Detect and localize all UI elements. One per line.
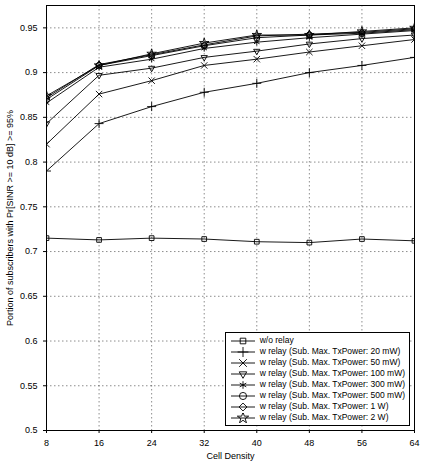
svg-text:64: 64 (409, 438, 419, 448)
svg-text:16: 16 (94, 438, 104, 448)
svg-text:40: 40 (252, 438, 262, 448)
html-text:w relay (Sub. Max. TxPower: 1: w relay (Sub. Max. TxPower: 1 W) (259, 401, 389, 411)
svg-text:32: 32 (199, 438, 209, 448)
svg-text:0.55: 0.55 (20, 381, 38, 391)
html-text:w relay (Sub. Max. TxPower: 2: w relay (Sub. Max. TxPower: 2 W) (259, 412, 389, 422)
svg-text:24: 24 (147, 438, 157, 448)
svg-text:0.85: 0.85 (20, 112, 38, 122)
svg-text:0.9: 0.9 (25, 67, 38, 77)
svg-text:0.95: 0.95 (20, 23, 38, 33)
svg-text:56: 56 (357, 438, 367, 448)
svg-text:0.5: 0.5 (25, 425, 38, 435)
svg-text:0.75: 0.75 (20, 202, 38, 212)
svg-text:48: 48 (304, 438, 314, 448)
svg-text:0.8: 0.8 (25, 157, 38, 167)
svg-text:0.65: 0.65 (20, 291, 38, 301)
svg-text:Cell Density: Cell Density (206, 451, 255, 461)
svg-text:0.7: 0.7 (25, 246, 38, 256)
svg-text:Portion of subscribers with Pr: Portion of subscribers with Pr[SINR >= 1… (5, 110, 15, 326)
html-text:w relay (Sub. Max. TxPower: 50: w relay (Sub. Max. TxPower: 500 mW) (259, 390, 405, 400)
html-text:w relay (Sub. Max. TxPower: 30: w relay (Sub. Max. TxPower: 300 mW) (259, 379, 405, 389)
svg-text:8: 8 (44, 438, 49, 448)
html-text:w/o relay: w/o relay (259, 335, 294, 345)
svg-text:0.6: 0.6 (25, 336, 38, 346)
html-text:w relay (Sub. Max. TxPower: 50: w relay (Sub. Max. TxPower: 50 mW) (259, 357, 401, 367)
html-text:w relay (Sub. Max. TxPower: 10: w relay (Sub. Max. TxPower: 100 mW) (259, 368, 405, 378)
html-text:w relay (Sub. Max. TxPower: 20: w relay (Sub. Max. TxPower: 20 mW) (259, 346, 401, 356)
